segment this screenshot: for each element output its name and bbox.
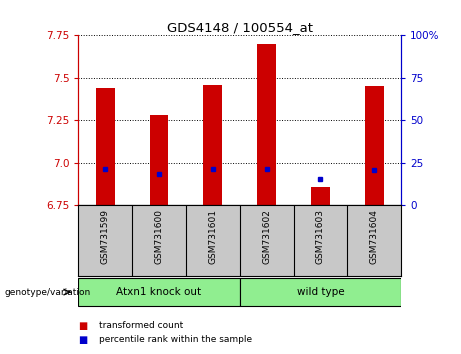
Title: GDS4148 / 100554_at: GDS4148 / 100554_at	[167, 21, 313, 34]
Bar	[150, 115, 168, 205]
FancyBboxPatch shape	[240, 278, 401, 306]
Text: ■: ■	[78, 321, 88, 331]
Bar	[311, 188, 330, 205]
Text: wild type: wild type	[296, 287, 344, 297]
Bar	[365, 86, 384, 205]
Text: GSM731602: GSM731602	[262, 209, 271, 264]
Bar	[96, 88, 115, 205]
Text: ■: ■	[78, 335, 88, 345]
Bar	[203, 85, 222, 205]
Text: transformed count: transformed count	[99, 321, 183, 330]
FancyBboxPatch shape	[78, 278, 240, 306]
Bar	[257, 44, 276, 205]
Text: GSM731603: GSM731603	[316, 209, 325, 264]
Text: GSM731599: GSM731599	[101, 209, 110, 264]
Text: GSM731600: GSM731600	[154, 209, 164, 264]
Text: genotype/variation: genotype/variation	[5, 287, 91, 297]
Text: Atxn1 knock out: Atxn1 knock out	[117, 287, 201, 297]
Text: GSM731604: GSM731604	[370, 209, 378, 264]
Text: GSM731601: GSM731601	[208, 209, 217, 264]
Text: percentile rank within the sample: percentile rank within the sample	[99, 335, 252, 344]
